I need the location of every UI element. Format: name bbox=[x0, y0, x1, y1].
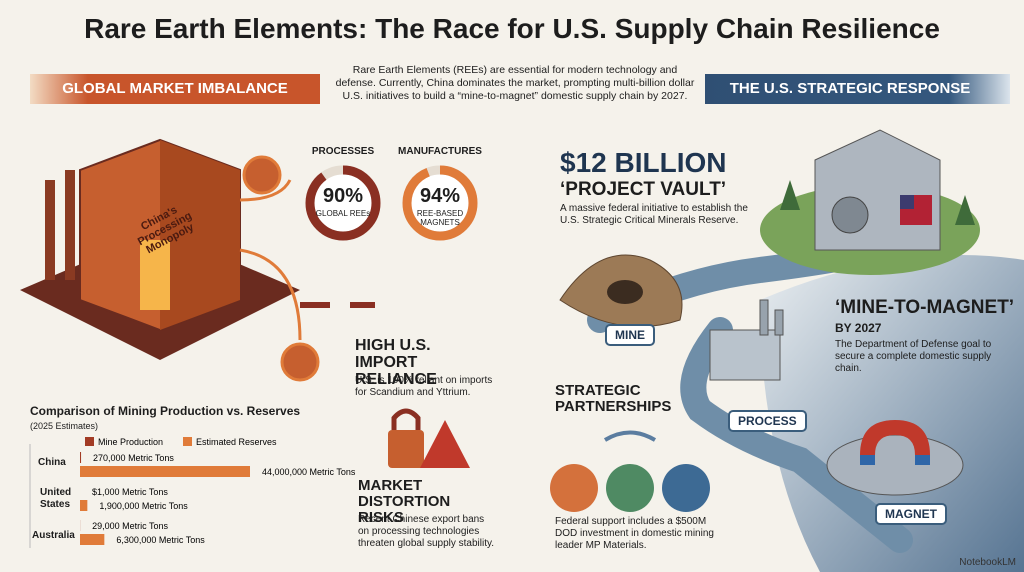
icon-mining bbox=[550, 464, 598, 512]
intro: Rare Earth Elements (REEs) are essential… bbox=[335, 64, 695, 103]
lock bbox=[388, 430, 424, 468]
vault-name: ‘PROJECT VAULT’ bbox=[560, 179, 727, 200]
bar bbox=[80, 500, 88, 511]
globe bbox=[280, 342, 320, 382]
smokestack bbox=[45, 180, 55, 280]
legend-label: Estimated Reserves bbox=[196, 437, 277, 447]
bar bbox=[80, 534, 105, 545]
path-label: PROCESS bbox=[728, 410, 807, 432]
category: China bbox=[38, 457, 66, 468]
stat-heading: MANUFACTURES bbox=[398, 146, 482, 157]
donut-arc bbox=[305, 165, 381, 241]
right-banner-bg bbox=[705, 74, 1010, 104]
distortion-heading: MARKET DISTORTION RISKS bbox=[358, 477, 451, 526]
partnerships-heading: STRATEGIC PARTNERSHIPS bbox=[555, 382, 672, 415]
mine-entrance bbox=[607, 280, 643, 304]
icon-factory bbox=[606, 464, 654, 512]
path-label: MAGNET bbox=[875, 503, 947, 525]
magnet-base bbox=[826, 434, 964, 496]
vault-text: A massive federal initiative to establis… bbox=[560, 203, 748, 226]
vault-door bbox=[831, 196, 869, 234]
left-banner-bg bbox=[30, 74, 320, 104]
warning-sign bbox=[420, 420, 470, 468]
lock-shackle bbox=[391, 408, 421, 430]
chimney bbox=[774, 309, 784, 336]
stat-value: 94% bbox=[419, 185, 461, 207]
chimney bbox=[759, 299, 769, 336]
category: Australia bbox=[32, 530, 75, 541]
stat-heading: PROCESSES bbox=[311, 146, 375, 157]
tree bbox=[955, 195, 975, 225]
donut-arc bbox=[402, 165, 478, 241]
vault-headline: $12 BILLION bbox=[560, 147, 727, 178]
pipeline bbox=[239, 179, 302, 341]
chart-subtitle: (2025 Estimates) bbox=[30, 421, 99, 431]
icon-lab bbox=[662, 464, 710, 512]
legend-swatch bbox=[85, 437, 94, 446]
vault-building bbox=[814, 129, 941, 251]
tree bbox=[780, 180, 800, 210]
bar-value-label: 270,000 Metric Tons bbox=[93, 453, 174, 463]
bar-value-label: 29,000 Metric Tons bbox=[92, 521, 168, 531]
bar bbox=[80, 452, 82, 463]
fortress-side bbox=[160, 140, 240, 330]
globe bbox=[242, 155, 282, 195]
legend-label: Mine Production bbox=[98, 437, 163, 447]
stat-caption: GLOBAL REEs bbox=[315, 209, 371, 218]
gate-glow bbox=[140, 240, 170, 310]
stat-caption: REE-BASED MAGNETS bbox=[416, 209, 464, 227]
flag-canton bbox=[900, 195, 914, 209]
smokestack bbox=[65, 170, 75, 280]
import-heading: HIGH U.S. IMPORT RELIANCE bbox=[355, 337, 437, 388]
magnet-pole bbox=[860, 455, 875, 465]
bar-value-label: 6,300,000 Metric Tons bbox=[116, 535, 205, 545]
right-banner: THE U.S. STRATEGIC RESPONSE bbox=[729, 80, 971, 97]
chart-title: Comparison of Mining Production vs. Rese… bbox=[30, 404, 301, 418]
category: United States bbox=[40, 487, 72, 510]
m2m-text: The Department of Defense goal to secure… bbox=[835, 339, 992, 374]
footer: NotebookLM bbox=[959, 557, 1016, 568]
m2m-subheading: BY 2027 bbox=[835, 321, 882, 335]
title: Rare Earth Elements: The Race for U.S. S… bbox=[84, 13, 940, 44]
stat-value: 90% bbox=[322, 185, 364, 207]
bar-value-label: 1,900,000 Metric Tons bbox=[99, 501, 188, 511]
path-label: MINE bbox=[605, 324, 655, 346]
bar-value-label: $1,000 Metric Tons bbox=[92, 487, 168, 497]
bar bbox=[80, 466, 250, 477]
legend-swatch bbox=[183, 437, 192, 446]
handshake bbox=[603, 430, 657, 442]
bar-value-label: 44,000,000 Metric Tons bbox=[262, 467, 356, 477]
m2m-heading: ‘MINE-TO-MAGNET’ bbox=[835, 297, 1015, 318]
distortion-text: Recent Chinese export bans on processing… bbox=[358, 514, 495, 549]
partnerships-text: Federal support includes a $500M DOD inv… bbox=[555, 516, 714, 551]
factory bbox=[709, 329, 781, 381]
magnet bbox=[860, 420, 930, 455]
left-banner: GLOBAL MARKET IMBALANCE bbox=[62, 80, 288, 97]
magnet-pole bbox=[915, 455, 930, 465]
import-text: U.S. is 100% reliant on imports for Scan… bbox=[355, 375, 493, 398]
